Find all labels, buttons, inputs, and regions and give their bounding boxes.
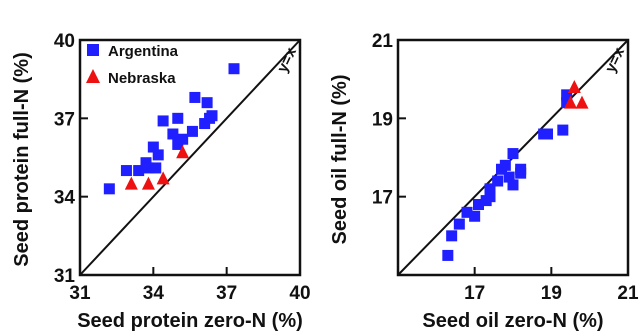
legend-marker-triangle (86, 69, 100, 83)
reference-line-label: y=x (274, 44, 300, 75)
data-point-square (150, 162, 162, 174)
data-point-square (557, 124, 569, 136)
data-point-square (561, 89, 573, 101)
x-axis-label: Seed protein zero-N (%) (77, 310, 303, 331)
data-point-square (507, 179, 519, 191)
y-tick-label: 19 (372, 109, 393, 130)
data-point-square (446, 230, 458, 242)
data-point-square (503, 171, 515, 183)
data-point-triangle (156, 171, 170, 185)
x-tick-label: 17 (464, 283, 485, 304)
chart-panel-1: 31 34 37 40 31 34 37 40 y=x Argentina Nebraska Seed… (11, 31, 311, 332)
data-point-square (484, 183, 496, 195)
x-tick-label: 19 (541, 283, 562, 304)
data-point-square (147, 141, 159, 153)
plot-frame (78, 38, 302, 277)
data-point-square (499, 159, 511, 171)
data-point-square (152, 149, 164, 161)
x-tick-label: 40 (289, 283, 310, 304)
y-axis-label: Seed protein full-N (%) (11, 52, 33, 266)
data-point-triangle (567, 80, 581, 93)
y-tick-label: 34 (54, 188, 76, 209)
y-tick-label: 31 (54, 266, 76, 287)
chart-panel-2: 17 19 21 17 19 21 y=x Seed oil zero-N (%) Seed o… (329, 31, 639, 332)
x-tick-label: 37 (216, 283, 237, 304)
data-point-square (453, 218, 465, 230)
data-point-square (228, 63, 240, 75)
data-point-square (542, 128, 553, 140)
data-point-triangle (176, 145, 190, 159)
data-point-triangle (575, 95, 589, 109)
data-point-square (484, 191, 496, 203)
data-point-square (492, 175, 504, 187)
y-tick-label: 17 (372, 188, 393, 209)
data-point-square (157, 115, 169, 127)
data-point-square (186, 125, 198, 137)
legend-label: Argentina (108, 43, 179, 60)
x-tick-label: 31 (69, 283, 91, 304)
data-point-square (561, 97, 573, 109)
data-point-square (515, 163, 527, 175)
data-point-triangle (141, 176, 155, 190)
data-point-square (469, 210, 481, 222)
data-point-triangle (124, 176, 138, 190)
x-axis-label: Seed oil zero-N (%) (422, 310, 603, 331)
x-tick-label: 21 (617, 283, 639, 304)
data-point-square (442, 249, 454, 261)
data-point-square (142, 162, 154, 174)
plot-frame (396, 38, 630, 277)
legend-label: Nebraska (108, 70, 176, 87)
data-point-square (206, 110, 218, 122)
data-point-square (507, 148, 519, 160)
data-point-square (103, 183, 115, 195)
data-point-square (172, 112, 184, 124)
data-point-square (189, 91, 201, 103)
reference-line-label: y=x (602, 44, 628, 75)
data-point-square (201, 97, 213, 109)
data-point-square (461, 206, 473, 218)
y-tick-label: 37 (54, 109, 75, 130)
data-point-square (177, 133, 189, 145)
y-axis-label: Seed oil full-N (%) (329, 75, 351, 245)
x-tick-label: 34 (143, 283, 165, 304)
legend-marker-square (87, 44, 99, 56)
data-point-square (133, 165, 145, 177)
data-point-square (120, 165, 132, 177)
reference-line (79, 39, 301, 276)
y-tick-label: 21 (372, 31, 394, 52)
data-point-square (473, 199, 484, 210)
data-point-square (167, 128, 179, 140)
data-point-triangle (564, 95, 577, 109)
y-tick-label: 40 (54, 31, 75, 52)
